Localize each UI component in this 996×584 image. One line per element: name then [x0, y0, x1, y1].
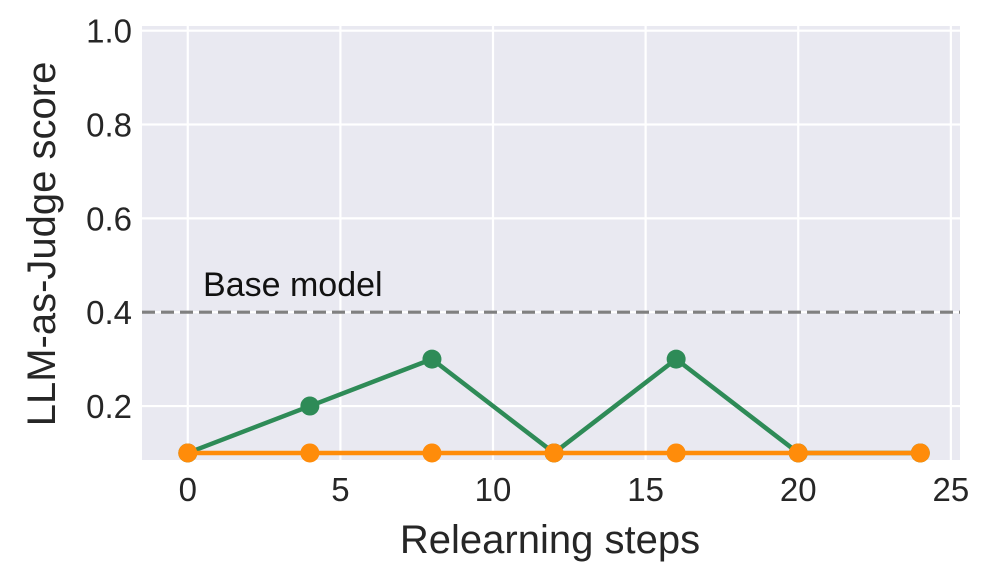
series-point [544, 443, 564, 463]
x-tick-label: 25 [932, 471, 969, 508]
x-tick-label: 5 [331, 471, 349, 508]
series-point [422, 443, 442, 463]
x-tick-label: 20 [780, 471, 817, 508]
y-tick-label: 1.0 [86, 13, 132, 50]
series-point [910, 443, 930, 463]
y-tick-label: 0.8 [86, 107, 132, 144]
plot-area [142, 26, 960, 460]
series-point [300, 396, 320, 416]
x-tick-label: 10 [475, 471, 512, 508]
x-tick-label: 15 [627, 471, 664, 508]
y-tick-label: 0.4 [86, 294, 132, 331]
y-tick-label: 0.2 [86, 388, 132, 425]
series-point [666, 443, 686, 463]
y-axis-label: LLM-as-Judge score [20, 62, 64, 427]
series-group [178, 349, 930, 463]
series-1 [178, 443, 930, 463]
series-point [788, 443, 808, 463]
x-axis-label: Relearning steps [400, 518, 700, 562]
grid [142, 26, 960, 460]
base-model-label: Base model [203, 266, 383, 304]
series-point [300, 443, 320, 463]
x-tick-label: 0 [179, 471, 197, 508]
series-point [666, 349, 686, 369]
x-axis-ticks: 0 5 10 15 20 25 [179, 471, 970, 508]
series-point [422, 349, 442, 369]
y-tick-label: 0.6 [86, 200, 132, 237]
series-point [178, 443, 198, 463]
reference-line-group: Base model [142, 266, 960, 314]
y-axis-ticks: 0.2 0.4 0.6 0.8 1.0 [86, 13, 132, 425]
